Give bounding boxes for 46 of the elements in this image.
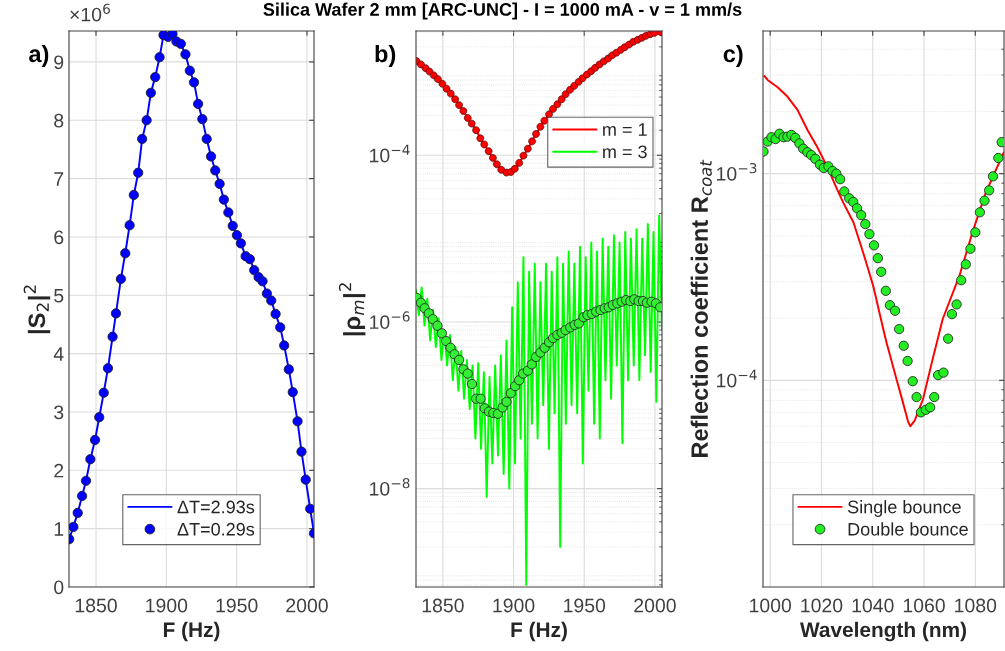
x-tick-label: 1850 bbox=[75, 598, 117, 613]
legend-label: m = 3 bbox=[603, 145, 647, 159]
y-tick-label: 2 bbox=[54, 463, 64, 478]
y-tick-label: 9 bbox=[54, 55, 64, 70]
x-tick-label: 1040 bbox=[852, 598, 894, 613]
x-tick-label: 1000 bbox=[750, 598, 792, 613]
y-tick-label: 3 bbox=[54, 405, 64, 420]
y-axis-title: |ρ$_{m}$|$^{2}$ bbox=[338, 283, 366, 336]
x-tick-label: 2000 bbox=[286, 598, 328, 613]
x-axis-title: F (Hz) bbox=[511, 621, 567, 642]
x-tick-label: 1080 bbox=[955, 598, 997, 613]
x-axis-title: Wavelength (nm) bbox=[800, 621, 966, 642]
x-tick-label: 1950 bbox=[216, 598, 258, 613]
y-tick-label: 6 bbox=[54, 230, 64, 245]
text: Silica Wafer 2 mm [ARC-UNC] - I = 1000 mA - v = 1 mm/s bbox=[263, 2, 742, 20]
text: c) bbox=[723, 44, 743, 67]
text: ×10$^{6}$ bbox=[70, 3, 110, 22]
x-tick-label: 2000 bbox=[634, 598, 676, 613]
y-tick-label: 1 bbox=[54, 522, 64, 536]
legend-label: m = 1 bbox=[603, 123, 647, 136]
x-tick-label: 1950 bbox=[564, 598, 606, 613]
y-tick-label: 10$^{−6}$ bbox=[370, 311, 410, 330]
x-axis-title: F (Hz) bbox=[163, 621, 220, 642]
x-tick-label: 1850 bbox=[422, 598, 464, 613]
y-tick-label: 10$^{−4}$ bbox=[370, 144, 410, 163]
x-tick-label: 1060 bbox=[903, 598, 945, 613]
y-tick-label: 7 bbox=[54, 172, 64, 186]
y-tick-label: 10$^{−3}$ bbox=[717, 163, 757, 181]
y-axis-title: Reflection coefficient R$_{coat}$ bbox=[690, 159, 712, 457]
legend-label: Double bounce bbox=[848, 522, 968, 536]
y-tick-label: 10$^{−4}$ bbox=[717, 369, 757, 388]
legend-label: Single bounce bbox=[847, 500, 961, 517]
text: b) bbox=[375, 44, 396, 67]
x-tick-label: 1020 bbox=[801, 598, 843, 613]
y-tick-label: 5 bbox=[54, 288, 64, 303]
y-tick-label: 4 bbox=[53, 347, 64, 361]
x-tick-label: 1900 bbox=[493, 598, 535, 613]
text: a) bbox=[29, 44, 49, 67]
x-tick-label: 1900 bbox=[146, 598, 188, 613]
y-tick-label: 8 bbox=[54, 113, 64, 128]
legend-label: ΔT=2.93s bbox=[177, 500, 255, 514]
legend-label: ΔT=0.29s bbox=[177, 522, 255, 536]
line-series bbox=[763, 74, 1004, 428]
y-tick-label: 10$^{−8}$ bbox=[370, 477, 410, 496]
y-axis-title: |S$_{2}$|$^{2}$ bbox=[23, 285, 51, 334]
y-tick-label: 0 bbox=[54, 580, 64, 595]
